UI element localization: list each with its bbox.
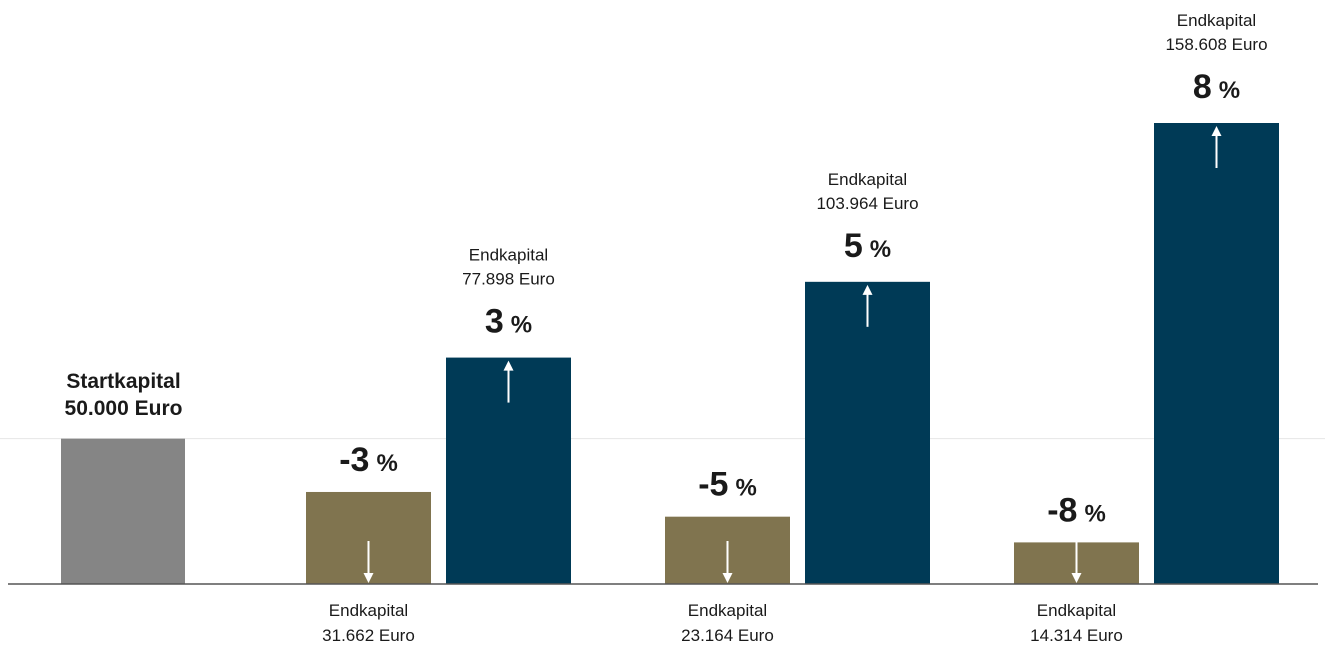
percent-value: -8 <box>1047 491 1077 529</box>
up-arrow-head-icon <box>503 360 514 371</box>
end-capital-value-1: 77.898 Euro <box>462 270 555 289</box>
down-arrow-head-icon <box>1071 573 1082 583</box>
start-capital-label: Startkapital <box>66 370 180 393</box>
end-capital-label-2: Endkapital <box>688 601 767 620</box>
end-capital-value-2: 23.164 Euro <box>681 626 774 645</box>
percent-sign: % <box>376 450 397 477</box>
down-arrow-head-icon <box>722 573 733 583</box>
end-capital-label-3: Endkapital <box>828 170 907 189</box>
bar-start-capital <box>61 438 185 584</box>
percent-sign: % <box>1219 77 1240 104</box>
start-capital-value: 50.000 Euro <box>65 397 183 420</box>
percent-value: -3 <box>339 441 369 479</box>
percent-label-1: 3% <box>485 303 532 341</box>
end-capital-value-5: 158.608 Euro <box>1165 35 1267 54</box>
percent-sign: % <box>1084 500 1105 527</box>
bar-gain-5 <box>1154 123 1279 584</box>
percent-value: -5 <box>698 466 728 504</box>
percent-sign: % <box>870 236 891 263</box>
percent-value: 8 <box>1193 68 1212 106</box>
bar-gain-3 <box>805 281 930 584</box>
percent-value: 5 <box>844 227 863 265</box>
up-arrow-head-icon <box>862 284 873 295</box>
percent-label-2: -5% <box>698 466 757 504</box>
end-capital-value-0: 31.662 Euro <box>322 626 415 645</box>
bars-layer <box>61 123 1279 584</box>
percent-label-3: 5% <box>844 227 891 265</box>
end-capital-value-4: 14.314 Euro <box>1030 626 1123 645</box>
percent-label-0: -3% <box>339 441 398 479</box>
percent-sign: % <box>735 475 756 502</box>
labels-layer: Startkapital 50.000 Euro -3 % Endkapital 31.6… <box>65 11 1268 645</box>
end-capital-label-4: Endkapital <box>1037 601 1116 620</box>
end-capital-value-3: 103.964 Euro <box>816 194 918 213</box>
percent-value: 3 <box>485 303 504 341</box>
up-arrow-head-icon <box>1211 126 1222 136</box>
end-capital-label-1: Endkapital <box>469 246 548 265</box>
end-capital-label-5: Endkapital <box>1177 11 1256 30</box>
percent-sign: % <box>511 312 532 339</box>
percent-label-5: 8% <box>1193 68 1240 106</box>
percent-label-4: -8% <box>1047 491 1106 529</box>
end-capital-label-0: Endkapital <box>329 601 408 620</box>
down-arrow-head-icon <box>363 573 374 583</box>
